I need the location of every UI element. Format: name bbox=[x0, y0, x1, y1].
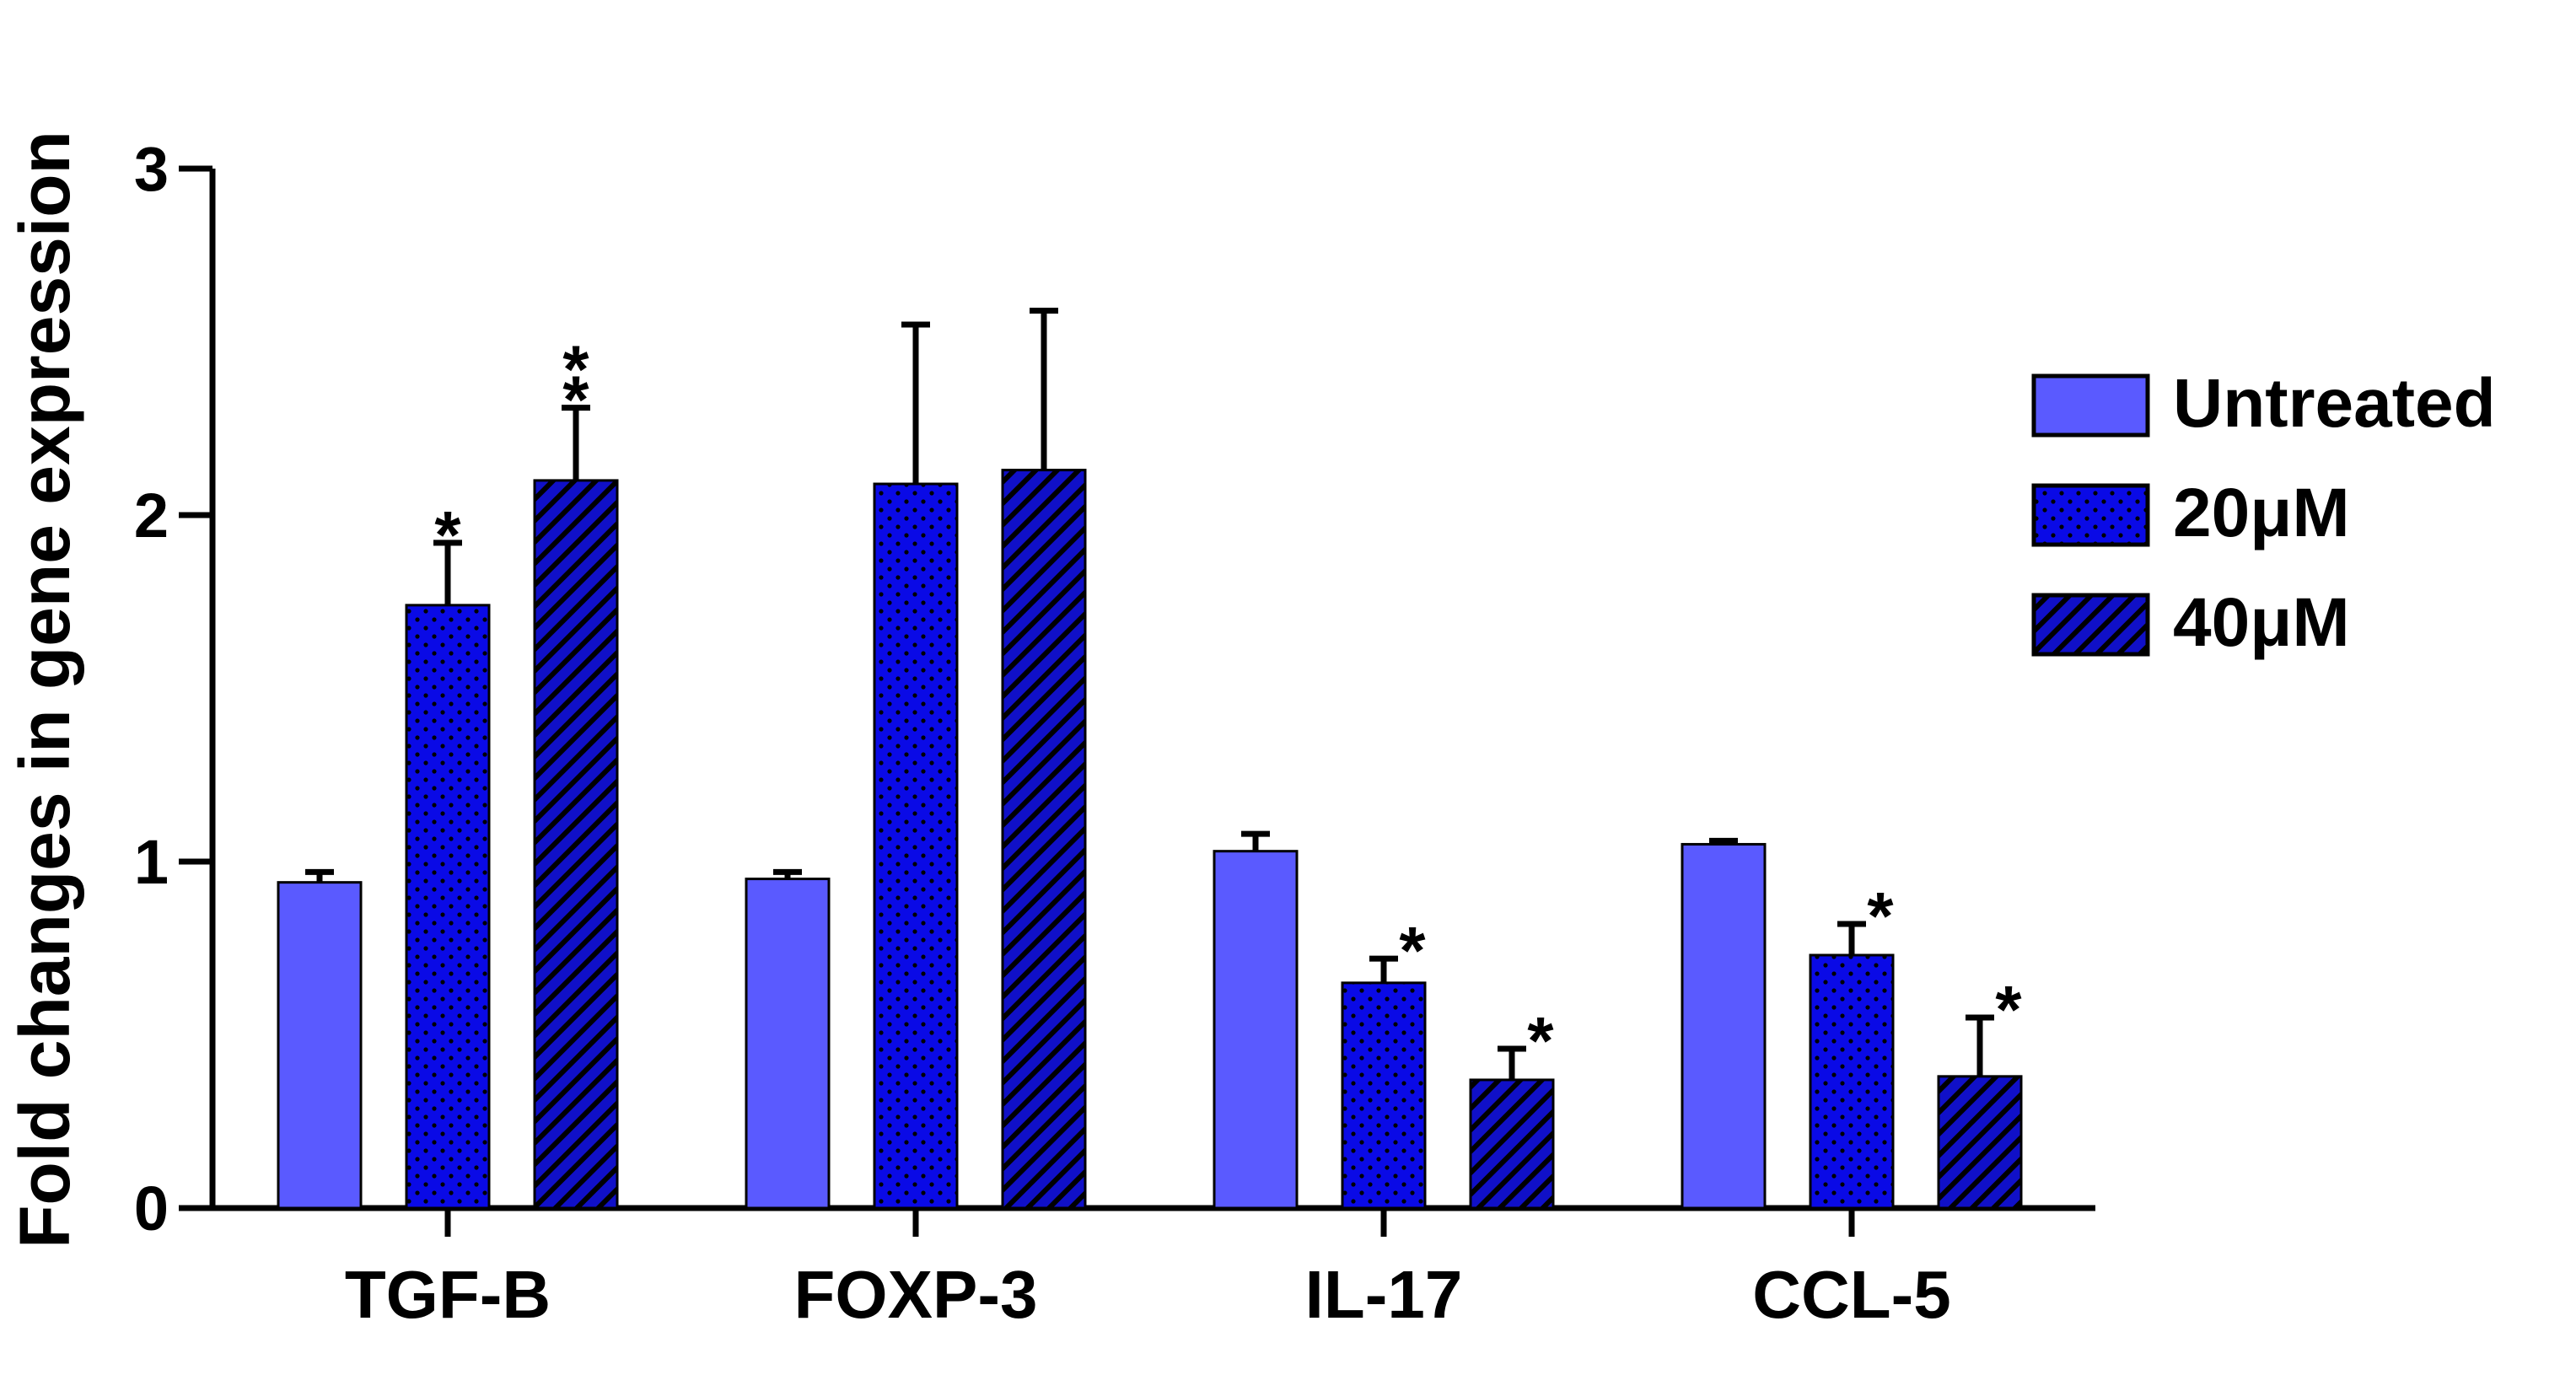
bar bbox=[1937, 1075, 2023, 1210]
x-tick-label: TGF-B bbox=[345, 1257, 551, 1332]
bar bbox=[1001, 469, 1087, 1210]
bar bbox=[277, 881, 363, 1210]
x-tick-label: CCL-5 bbox=[1752, 1257, 1951, 1332]
legend-swatch bbox=[2031, 483, 2150, 547]
significance-star: * bbox=[562, 332, 589, 407]
significance-star: * bbox=[562, 363, 589, 438]
bar bbox=[1681, 842, 1767, 1210]
y-axis-label: Fold changes in gene expression bbox=[5, 131, 84, 1249]
significance-star: * bbox=[1995, 972, 2022, 1047]
legend-swatch bbox=[2031, 373, 2150, 438]
y-tick-label: 2 bbox=[134, 481, 169, 550]
bar bbox=[1213, 850, 1299, 1210]
bar bbox=[533, 479, 619, 1210]
bar bbox=[1809, 953, 1895, 1210]
bar bbox=[1469, 1078, 1555, 1210]
significance-star: * bbox=[434, 497, 461, 572]
x-tick-label: FOXP-3 bbox=[794, 1257, 1038, 1332]
axes: 0 1 2 3 TGF-B FOXP-3 IL-17 CCL-5 bbox=[134, 134, 2095, 1332]
y-tick-label: 0 bbox=[134, 1173, 169, 1243]
y-tick-label: 3 bbox=[134, 134, 169, 204]
bar bbox=[745, 878, 831, 1210]
legend: Untreated 20μM 40μM bbox=[2031, 365, 2496, 661]
legend-label: 40μM bbox=[2173, 584, 2350, 661]
bars: ******* bbox=[277, 308, 2023, 1210]
legend-label: 20μM bbox=[2173, 475, 2350, 551]
legend-label: Untreated bbox=[2173, 365, 2496, 442]
bar bbox=[405, 604, 491, 1210]
significance-star: * bbox=[1527, 1003, 1554, 1078]
bar bbox=[1341, 981, 1427, 1210]
significance-star: * bbox=[1399, 913, 1426, 988]
x-tick-label: IL-17 bbox=[1305, 1257, 1463, 1332]
significance-star: * bbox=[1867, 878, 1894, 953]
legend-swatch bbox=[2031, 593, 2150, 657]
bar bbox=[873, 482, 959, 1210]
y-tick-label: 1 bbox=[134, 827, 169, 897]
